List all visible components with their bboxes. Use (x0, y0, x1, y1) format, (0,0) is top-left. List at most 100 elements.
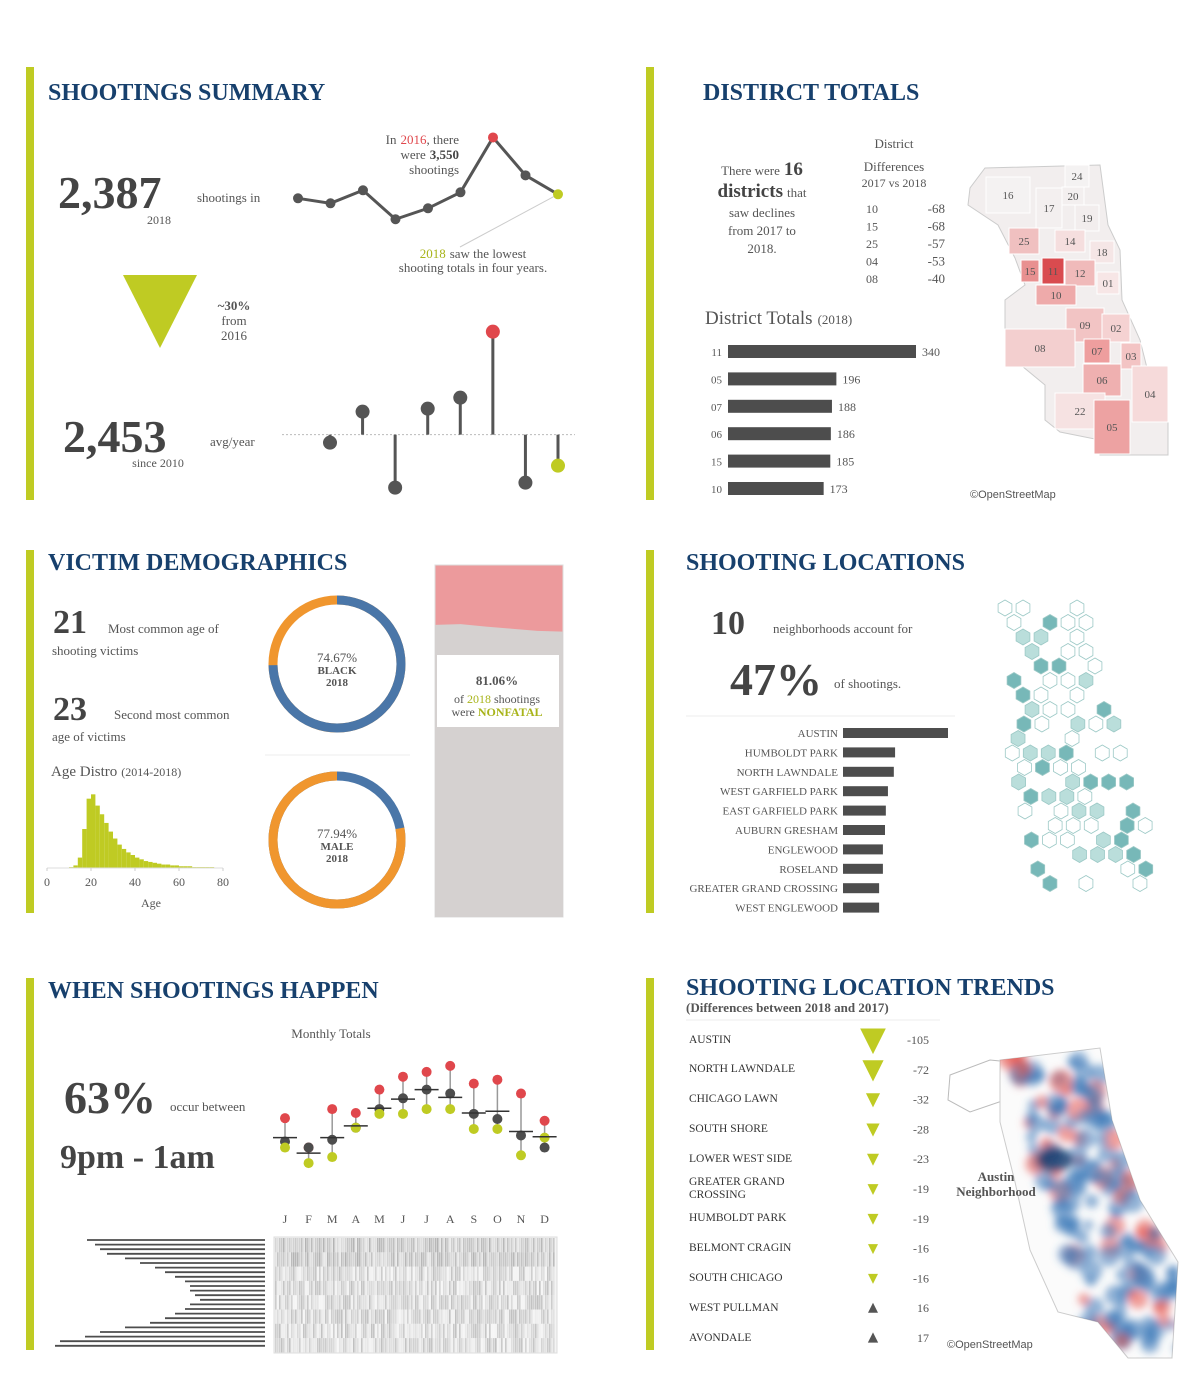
heatmap-cell (415, 1323, 417, 1339)
hex-cell (1035, 759, 1050, 776)
heatmap-cell (467, 1338, 469, 1353)
heatmap-cell (449, 1323, 451, 1339)
heatmap-cell (393, 1238, 395, 1253)
heatmap-cell (347, 1252, 349, 1267)
month-dot (327, 1152, 338, 1163)
heatmap-cell (365, 1295, 367, 1310)
heatmap-cell (519, 1252, 521, 1267)
heatmap-cell (387, 1323, 389, 1339)
label: S (470, 1212, 477, 1226)
heatmap-cell (305, 1323, 307, 1339)
heatmap-cell (287, 1323, 289, 1339)
heatmap-cell (481, 1295, 483, 1310)
heatmap-cell (399, 1280, 401, 1296)
heatmap-cell (289, 1295, 291, 1310)
heatmap-cell (379, 1280, 381, 1296)
bar (843, 825, 885, 835)
month-dot (421, 1104, 432, 1115)
heatmap-cell (455, 1295, 457, 1310)
heatmap-cell (329, 1280, 331, 1296)
heatmap-cell (283, 1238, 285, 1253)
label: occur between (170, 1099, 246, 1114)
heatmap-cell (523, 1338, 525, 1353)
location-name: WEST PULLMAN (689, 1301, 779, 1314)
heatmap-cell (431, 1295, 433, 1310)
heatmap-cell (303, 1266, 305, 1281)
heatmap-cell (459, 1280, 461, 1296)
heatmap-cell (483, 1280, 485, 1296)
heatmap-cell (425, 1238, 427, 1253)
heatmap-cell (409, 1238, 411, 1253)
heatmap-cell (409, 1323, 411, 1339)
hex-cell (1065, 773, 1080, 791)
heatmap-cell (367, 1238, 369, 1253)
heatmap-cell (443, 1295, 445, 1310)
heatmap-cell (489, 1280, 491, 1296)
heatmap-cell (551, 1338, 553, 1353)
heatmap-cell (283, 1295, 285, 1310)
heatmap-cell (459, 1266, 461, 1281)
heatmap-cell (357, 1280, 359, 1296)
heatmap-cell (529, 1338, 531, 1353)
heatmap-cell (537, 1238, 539, 1253)
row-label: AUSTIN (689, 1034, 731, 1046)
density-blob (1064, 1246, 1088, 1270)
heatmap-cell (415, 1338, 417, 1353)
heatmap-cell (313, 1309, 315, 1324)
heatmap-cell (393, 1252, 395, 1267)
label: D (540, 1212, 549, 1226)
heatmap-cell (431, 1323, 433, 1339)
hex-cell (1051, 657, 1067, 675)
heatmap-cell (511, 1280, 513, 1296)
heatmap-cell (459, 1309, 461, 1324)
histogram-bar (121, 848, 127, 868)
heatmap-cell (373, 1309, 375, 1324)
heatmap-cell (339, 1280, 341, 1296)
text-part: saw the lowest (450, 246, 527, 261)
heatmap-cell (519, 1238, 521, 1253)
label: 185 (836, 455, 854, 469)
heatmap-cell (427, 1280, 429, 1296)
label: 2,387 (58, 167, 162, 218)
heatmap-cell (483, 1252, 485, 1267)
heatmap-cell (499, 1295, 501, 1310)
heatmap-cell (321, 1266, 323, 1281)
density-blob (1175, 1319, 1178, 1332)
heatmap-cell (439, 1266, 441, 1281)
heatmap-cell (521, 1252, 523, 1267)
text-part: were (452, 705, 475, 719)
label: age of victims (52, 729, 126, 744)
heatmap-cell (537, 1323, 539, 1339)
heatmap-cell (347, 1295, 349, 1310)
heatmap-cell (433, 1295, 435, 1310)
heatmap-cell (315, 1295, 317, 1310)
heatmap-cell (545, 1252, 547, 1267)
heatmap-cell (339, 1309, 341, 1324)
heatmap-cell (511, 1252, 513, 1267)
heatmap-cell (521, 1238, 523, 1253)
histogram-bar (82, 829, 87, 868)
bar (843, 805, 886, 816)
change-triangle (867, 1184, 879, 1195)
heatmap-cell (279, 1252, 281, 1267)
heatmap-cell (407, 1238, 409, 1253)
heatmap-cell (393, 1266, 395, 1281)
heatmap-cell (299, 1238, 301, 1253)
heatmap-cell (533, 1238, 535, 1253)
heatmap-cell (385, 1266, 387, 1281)
heatmap-cell (353, 1266, 355, 1281)
heatmap-cell (463, 1238, 465, 1253)
heatmap-cell (357, 1338, 359, 1353)
heatmap-cell (297, 1266, 299, 1281)
heatmap-cell (345, 1266, 347, 1281)
heatmap-cell (525, 1252, 527, 1267)
heatmap-cell (299, 1295, 301, 1310)
heatmap-cell (337, 1295, 339, 1310)
heatmap-cell (487, 1295, 489, 1310)
district-tile (1061, 186, 1085, 206)
heatmap-cell (379, 1252, 381, 1267)
heatmap-cell (421, 1252, 423, 1267)
heatmap-cell (547, 1295, 549, 1310)
label: -23 (913, 1152, 929, 1166)
heatmap-cell (443, 1252, 445, 1267)
